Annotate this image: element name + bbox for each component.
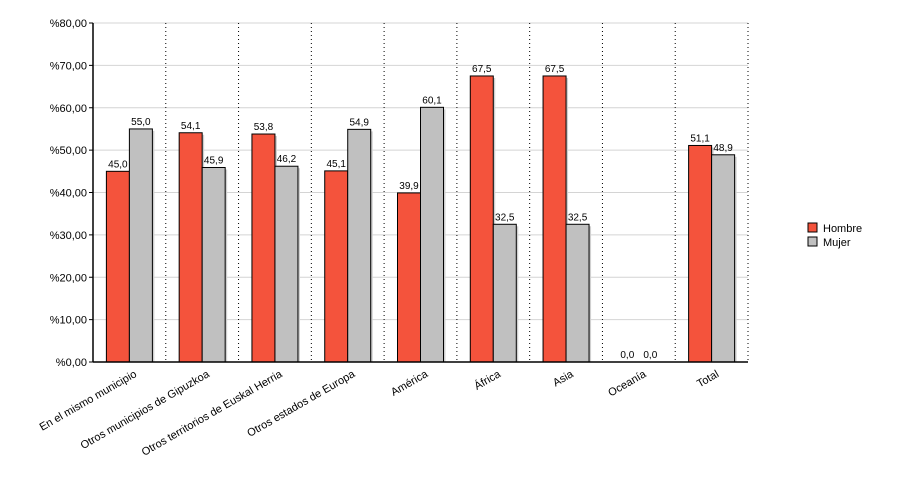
x-category-label: Total (695, 368, 721, 390)
y-tick-label: %10,00 (50, 315, 87, 327)
y-tick-label: %20,00 (50, 272, 87, 284)
legend-label-mujer: Mujer (823, 237, 851, 249)
bars (105, 75, 737, 363)
data-label: 60,1 (422, 95, 442, 106)
y-tick-label: %50,00 (50, 145, 87, 157)
x-category-label: Otros territorios de Euskal Herria (140, 368, 285, 459)
data-label: 46,2 (277, 154, 297, 165)
data-label: 45,1 (326, 159, 346, 170)
data-label: 48,9 (713, 143, 733, 154)
bar-mujer (711, 154, 736, 363)
bar-mujer (347, 128, 372, 363)
bar-mujer (201, 166, 226, 363)
data-label: 45,9 (204, 155, 224, 166)
y-tick-label: %30,00 (50, 230, 87, 242)
y-tick-label: %0,00 (56, 357, 87, 369)
bar-mujer (565, 223, 590, 363)
data-labels: 45,0 55,0 54,1 45,9 53,8 46,2 45,1 54,9 39,9 60,1… (108, 64, 733, 361)
bar-hombre (397, 192, 421, 363)
data-label: 45,0 (108, 159, 128, 170)
bar-mujer (274, 165, 299, 363)
data-label: 54,1 (181, 121, 201, 132)
data-label: 54,9 (349, 117, 369, 128)
bar-mujer (128, 128, 153, 363)
y-tick-label: %80,00 (50, 18, 87, 30)
data-label: 0,0 (620, 350, 634, 361)
x-category-label: Otros municipios de Gipuzkoa (79, 368, 213, 452)
bar-hombre (178, 132, 203, 363)
x-category-label: América (389, 368, 431, 399)
legend: Hombre Mujer (807, 222, 862, 249)
data-label: 32,5 (568, 212, 588, 223)
y-tick-label: %70,00 (50, 60, 87, 72)
data-label: 53,8 (254, 122, 274, 133)
bar-hombre (688, 144, 713, 363)
y-tick-label: %40,00 (50, 188, 87, 200)
legend-swatch-mujer (807, 236, 818, 247)
bar-hombre (469, 75, 494, 363)
bar-hombre (251, 133, 276, 363)
y-tick-label: %60,00 (50, 103, 87, 115)
x-category-label: Oceanía (606, 368, 649, 400)
data-label: 39,9 (399, 181, 419, 192)
x-category-label: África (472, 367, 504, 393)
data-label: 55,0 (131, 117, 151, 128)
data-label: 0,0 (643, 350, 657, 361)
data-label: 67,5 (545, 64, 565, 75)
bar-mujer (492, 223, 517, 363)
data-label: 51,1 (690, 133, 710, 144)
bar-mujer (420, 106, 444, 363)
bar-hombre (105, 170, 130, 363)
legend-swatch-hombre (807, 222, 818, 233)
bar-hombre (542, 75, 567, 363)
data-label: 67,5 (472, 64, 492, 75)
legend-label-hombre: Hombre (823, 223, 862, 235)
x-category-label: Asia (551, 368, 576, 390)
bar-hombre (324, 170, 349, 363)
data-label: 32,5 (495, 212, 515, 223)
